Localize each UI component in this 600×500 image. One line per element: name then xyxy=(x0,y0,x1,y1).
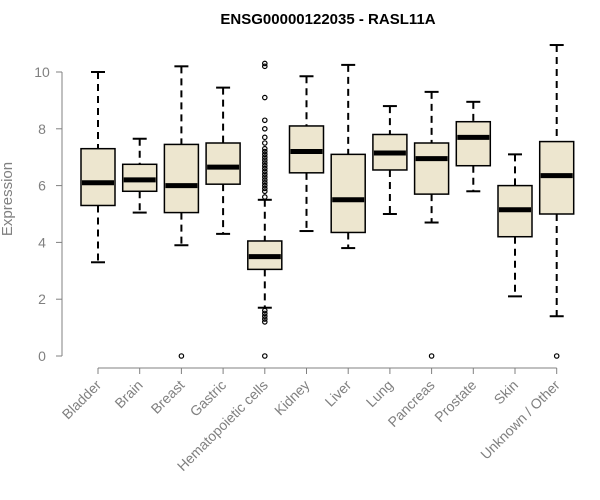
outlier-point xyxy=(261,157,268,163)
outlier-point xyxy=(261,188,268,195)
outlier-point xyxy=(261,126,268,132)
x-tick-label: Liver xyxy=(322,377,355,410)
box-gastric xyxy=(205,86,241,235)
outlier-point xyxy=(261,145,268,152)
outlier-point xyxy=(261,194,268,200)
box-breast xyxy=(163,65,200,359)
iqr-box xyxy=(330,153,366,234)
box-unknown-other xyxy=(538,44,575,359)
outlier-point xyxy=(261,307,268,314)
outlier-point xyxy=(261,353,268,359)
outlier-point xyxy=(261,160,268,166)
y-tick-label: 8 xyxy=(38,121,46,137)
iqr-box xyxy=(205,142,241,185)
y-tick-label: 0 xyxy=(38,348,46,364)
outlier-point xyxy=(261,148,268,155)
outlier-point xyxy=(261,154,268,161)
y-axis-label: Expression xyxy=(0,162,16,236)
outlier-point xyxy=(261,140,268,146)
outlier-point xyxy=(261,134,268,141)
y-tick-label: 6 xyxy=(38,178,46,194)
outlier-point xyxy=(261,168,268,175)
outlier-point xyxy=(261,182,268,189)
x-tick-label: Breast xyxy=(148,377,188,417)
y-axis: 0 2 4 6 8 10 xyxy=(34,64,63,364)
outlier-point xyxy=(261,151,268,158)
y-tick-label: 10 xyxy=(34,64,50,80)
x-tick-label: Unknown / Other xyxy=(477,377,563,463)
outlier-point xyxy=(261,162,268,169)
iqr-box xyxy=(163,143,200,214)
outlier-point xyxy=(261,60,268,67)
outlier-point xyxy=(261,179,268,186)
y-tick-label: 4 xyxy=(38,234,46,250)
x-tick-label: Prostate xyxy=(431,377,479,425)
x-tick-label: Skin xyxy=(491,377,522,408)
box-skin xyxy=(497,153,533,298)
outlier-point xyxy=(261,63,268,70)
x-tick-label: Brain xyxy=(111,377,145,411)
box-bladder xyxy=(80,71,116,264)
box-prostate xyxy=(455,100,492,193)
outlier-point xyxy=(261,313,268,320)
chart-title: ENSG00000122035 - RASL11A xyxy=(220,11,435,28)
iqr-box xyxy=(80,147,116,207)
outlier-point xyxy=(261,316,268,322)
box-liver xyxy=(330,63,366,250)
outlier-point xyxy=(553,353,560,359)
box-hematopoietic-cells xyxy=(247,60,283,359)
box-brain xyxy=(121,137,158,214)
outlier-point xyxy=(178,353,185,359)
outlier-point xyxy=(428,353,435,359)
outlier-point xyxy=(261,117,268,124)
box-pancreas xyxy=(413,90,450,359)
outlier-point xyxy=(261,310,268,317)
iqr-box xyxy=(413,142,450,195)
outlier-point xyxy=(261,174,268,180)
outlier-point xyxy=(261,185,268,192)
box-kidney xyxy=(288,75,325,233)
outlier-point xyxy=(261,171,268,178)
boxes-group xyxy=(80,44,575,359)
x-tick-label: Bladder xyxy=(59,377,105,423)
outlier-point xyxy=(261,177,268,183)
x-tick-label: Kidney xyxy=(271,377,313,419)
x-tick-label: Lung xyxy=(363,377,396,410)
outlier-point xyxy=(261,94,268,101)
y-tick-label: 2 xyxy=(38,291,46,307)
box-lung xyxy=(372,105,408,215)
outlier-point xyxy=(261,319,268,325)
outlier-point xyxy=(261,165,268,172)
iqr-box xyxy=(455,120,492,167)
